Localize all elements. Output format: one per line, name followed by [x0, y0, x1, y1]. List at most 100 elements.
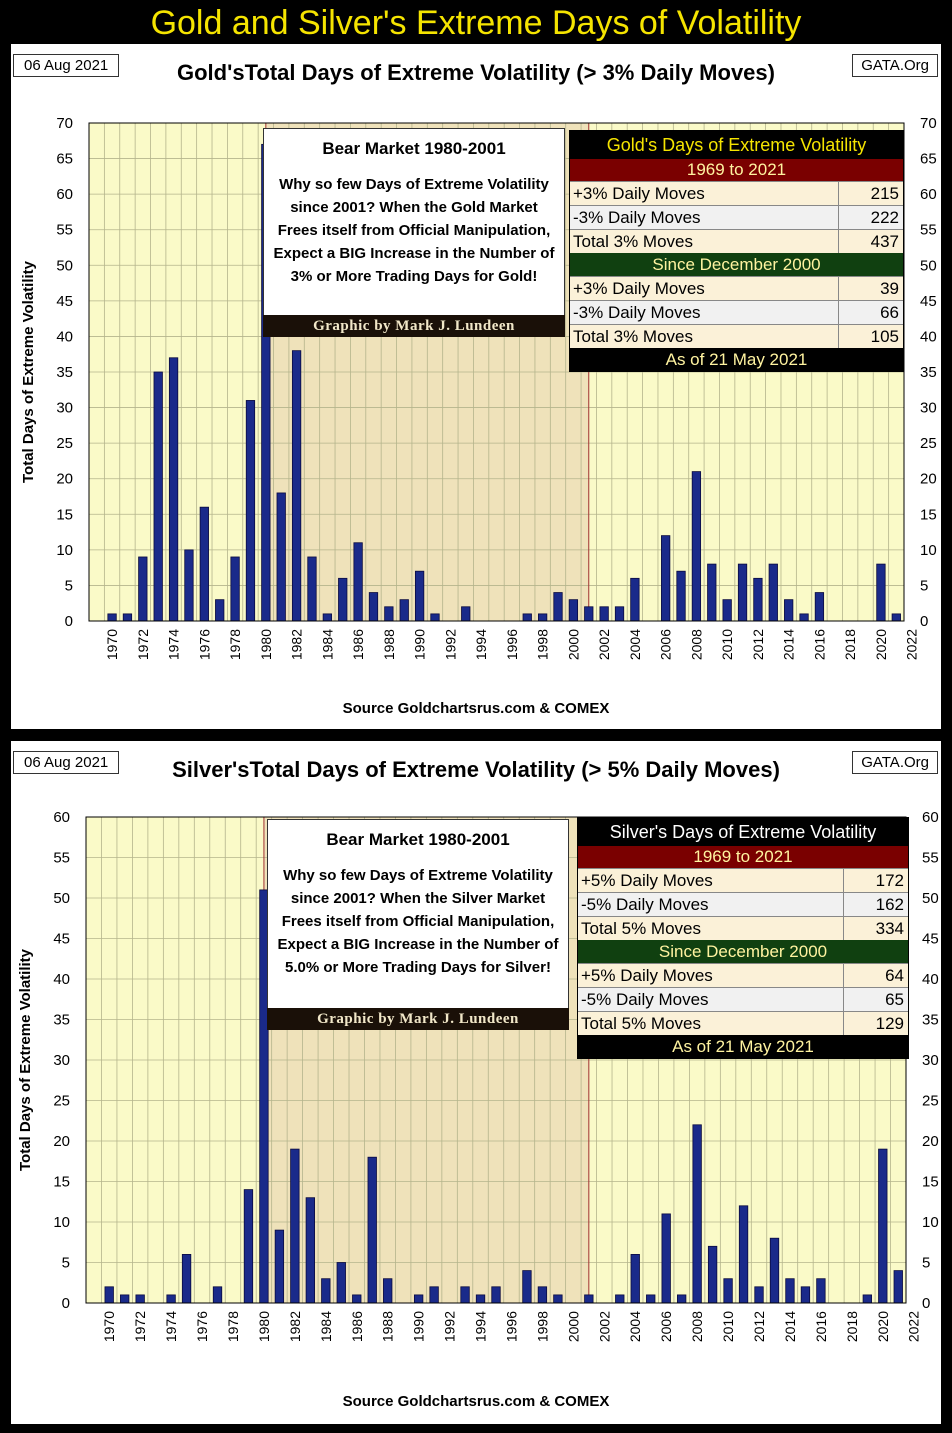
table-row: Total 5% Moves 129: [578, 1011, 908, 1035]
date-label: 06 Aug 2021: [13, 54, 120, 77]
bar: [537, 1286, 548, 1304]
x-tick-label: 2000: [565, 1311, 581, 1342]
table-period-all: 1969 to 2021: [570, 159, 903, 181]
y-tick-label-left: 30: [53, 1052, 70, 1069]
x-tick-label: 2010: [719, 629, 735, 660]
x-tick-label: 2016: [811, 629, 827, 660]
x-tick-label: 2014: [781, 629, 797, 660]
y-tick-label-right: 5: [922, 1255, 930, 1272]
row-value: 222: [838, 206, 903, 229]
table-row: -3% Daily Moves 222: [570, 205, 903, 229]
table-row: +5% Daily Moves 64: [578, 963, 908, 987]
y-tick-label-left: 20: [53, 1133, 70, 1150]
bar: [785, 1278, 795, 1304]
x-tick-label: 2012: [750, 629, 766, 660]
bar: [399, 599, 409, 622]
row-label: +3% Daily Moves: [573, 184, 705, 203]
x-tick-label: 1980: [258, 629, 274, 660]
y-tick-label-right: 60: [920, 186, 937, 203]
x-tick-label: 1980: [256, 1311, 272, 1342]
bar: [522, 1270, 532, 1304]
x-tick-label: 2002: [596, 629, 612, 660]
bar: [353, 542, 363, 622]
bar: [738, 1205, 749, 1304]
bar: [784, 599, 794, 622]
row-label: -5% Daily Moves: [581, 895, 709, 914]
bar: [876, 563, 886, 622]
y-tick-label-right: 70: [920, 115, 937, 132]
bar: [707, 563, 717, 622]
table-title: Silver's Days of Extreme Volatility: [578, 818, 908, 846]
y-tick-label-right: 15: [922, 1174, 939, 1191]
row-label: Total 3% Moves: [573, 232, 693, 251]
bar: [553, 592, 563, 622]
bar: [243, 1189, 254, 1304]
y-tick-label-left: 60: [53, 809, 70, 826]
bar: [769, 1237, 780, 1304]
bar: [599, 606, 609, 622]
note-body: Why so few Days of Extreme Volatility si…: [277, 867, 559, 976]
x-tick-label: 1998: [535, 629, 551, 660]
gold-chart-panel: 0 0 5 5 10 10 15 15 20 20 25 25 30 30 35 35 40 40 45 45 50 50…: [11, 44, 941, 729]
table-footer: As of 21 May 2021: [570, 348, 903, 371]
bar: [799, 613, 809, 622]
bar: [661, 535, 671, 622]
x-tick-label: 2022: [906, 1311, 922, 1342]
plot-frame: [85, 816, 907, 1304]
y-tick-label-right: 25: [922, 1093, 939, 1110]
x-tick-label: 1982: [287, 1311, 303, 1342]
bear-market-note: Bear Market 1980-2001 Why so few Days of…: [267, 819, 569, 1030]
y-tick-label-right: 35: [920, 364, 937, 381]
table-row: Total 3% Moves 437: [570, 229, 903, 253]
bar: [166, 1294, 176, 1304]
x-tick-label: 1984: [319, 629, 335, 660]
row-value: 39: [838, 277, 903, 300]
y-tick-label-left: 55: [56, 222, 73, 239]
bar: [215, 599, 225, 622]
bar: [661, 1213, 671, 1304]
y-tick-label-left: 65: [56, 151, 73, 168]
row-value: 215: [838, 182, 903, 205]
row-value: 162: [843, 893, 908, 916]
bar: [230, 556, 240, 622]
y-tick-label-right: 50: [922, 890, 939, 907]
bar: [630, 1254, 640, 1304]
bar: [413, 1294, 424, 1304]
table-row: Total 3% Moves 105: [570, 324, 903, 348]
bar: [862, 1294, 872, 1304]
note-credit: Graphic by Mark J. Lundeen: [263, 315, 565, 337]
table-row: -3% Daily Moves 66: [570, 300, 903, 324]
y-tick-label-right: 40: [922, 971, 939, 988]
bar: [816, 1278, 826, 1304]
note-heading: Bear Market 1980-2001: [326, 830, 510, 849]
x-tick-label: 2018: [844, 1311, 860, 1342]
bar: [692, 1124, 702, 1304]
bar: [475, 1294, 486, 1304]
y-tick-label-right: 55: [922, 850, 939, 867]
bar: [322, 613, 332, 622]
y-tick-label-left: 25: [56, 435, 73, 452]
table-period-all: 1969 to 2021: [578, 846, 908, 868]
y-tick-label-left: 40: [56, 328, 73, 345]
row-label: +5% Daily Moves: [581, 871, 713, 890]
x-tick-label: 2008: [689, 1311, 705, 1342]
y-tick-label-right: 30: [922, 1052, 939, 1069]
x-tick-label: 1984: [318, 1311, 334, 1342]
y-tick-label-right: 25: [920, 435, 937, 452]
y-tick-label-left: 25: [53, 1093, 70, 1110]
bar: [722, 599, 732, 622]
x-tick-label: 1972: [135, 629, 151, 660]
x-tick-label: 1978: [225, 1311, 241, 1342]
chart-title: Gold'sTotal Days of Extreme Volatility (…: [177, 60, 775, 85]
table-footer: As of 21 May 2021: [578, 1035, 908, 1058]
x-tick-label: 2010: [720, 1311, 736, 1342]
y-axis-label: Total Days of Extreme Volatility: [17, 948, 34, 1171]
y-tick-label-right: 20: [920, 471, 937, 488]
x-tick-label: 1988: [380, 1311, 396, 1342]
x-tick-label: 1990: [412, 629, 428, 660]
bar: [461, 606, 471, 622]
y-tick-label-right: 5: [920, 577, 928, 594]
bar: [168, 357, 179, 622]
bar: [630, 577, 640, 622]
x-tick-label: 1976: [196, 629, 212, 660]
